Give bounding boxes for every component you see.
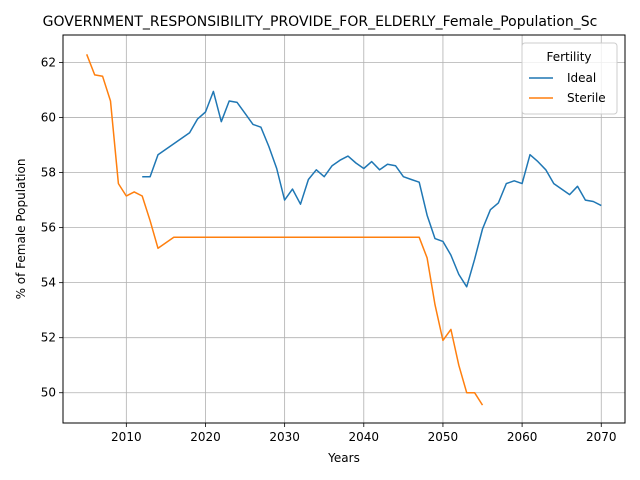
- legend-box: [521, 42, 618, 115]
- y-tick-label: 54: [41, 276, 56, 290]
- legend: Fertility Ideal Sterile: [521, 42, 618, 115]
- x-axis-ticks: 2010 2020 2030 2040 2050 2060 2070: [111, 423, 617, 444]
- x-tick-label: 2060: [507, 430, 538, 444]
- y-tick-label: 62: [41, 56, 56, 70]
- legend-label-sterile: Sterile: [567, 91, 606, 105]
- x-tick-label: 2050: [428, 430, 459, 444]
- plot-frame: [62, 34, 626, 424]
- y-tick-label: 52: [41, 331, 56, 345]
- x-tick-label: 2070: [586, 430, 617, 444]
- y-tick-label: 58: [41, 166, 56, 180]
- legend-label-ideal: Ideal: [567, 71, 596, 85]
- series-line-ideal: [142, 90, 602, 288]
- series-lines: [86, 54, 602, 406]
- x-tick-label: 2040: [349, 430, 380, 444]
- x-axis-label: Years: [327, 451, 360, 465]
- x-tick-label: 2020: [190, 430, 221, 444]
- y-tick-label: 60: [41, 111, 56, 125]
- y-tick-label: 56: [41, 221, 56, 235]
- y-axis-ticks: 50 52 54 56 58 60 62: [41, 56, 63, 400]
- legend-title: Fertility: [546, 50, 591, 64]
- gridlines: [63, 35, 625, 423]
- y-axis-label: % of Female Population: [14, 159, 28, 300]
- series-line-sterile: [86, 54, 484, 406]
- legend-items: Ideal Sterile: [529, 71, 606, 105]
- x-tick-label: 2010: [111, 430, 142, 444]
- y-tick-label: 50: [41, 386, 56, 400]
- x-tick-label: 2030: [269, 430, 300, 444]
- chart-title: GOVERNMENT_RESPONSIBILITY_PROVIDE_FOR_EL…: [43, 14, 598, 30]
